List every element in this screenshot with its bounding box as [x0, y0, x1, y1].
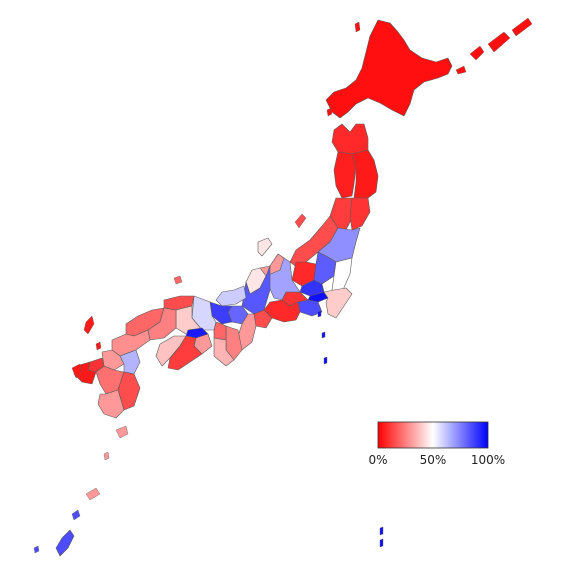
legend-color-bar [377, 421, 489, 449]
region-kochi[interactable] [167, 335, 203, 371]
region-nagasaki-islet [71, 363, 83, 379]
region-tokyo[interactable] [307, 291, 329, 303]
region-hokkaido-islet [354, 21, 361, 33]
region-kagoshima-islet [103, 451, 110, 461]
region-gifu[interactable] [241, 265, 271, 315]
legend-tick-label-mid: 50% [420, 453, 447, 467]
region-iwate[interactable] [351, 149, 379, 199]
region-tochigi[interactable] [313, 251, 337, 285]
region-hokkaido-islet [469, 45, 485, 61]
region-tokyo-islet [321, 331, 326, 339]
region-hokkaido-islet [455, 65, 467, 75]
region-hiroshima[interactable] [147, 307, 177, 341]
region-okinawa-islet [71, 509, 81, 521]
region-tokyo-islet [323, 356, 328, 365]
legend-tick-label-min: 0% [368, 453, 387, 467]
region-miyagi[interactable] [349, 197, 371, 231]
region-nagasaki-islet [95, 341, 102, 351]
region-aomori[interactable] [331, 123, 369, 155]
region-akita[interactable] [333, 151, 357, 199]
region-shimane-islet [173, 275, 183, 285]
region-fukui[interactable] [215, 285, 247, 307]
region-kyoto[interactable] [209, 301, 233, 325]
region-okinawa[interactable] [55, 529, 75, 557]
region-kagoshima[interactable] [97, 389, 125, 419]
region-nagasaki-islet [83, 315, 95, 335]
color-legend: 0% 50% 100% [368, 421, 505, 467]
region-hokkaido-islet [511, 17, 533, 37]
region-okinawa-islet [33, 545, 40, 554]
region-osaka[interactable] [213, 321, 227, 341]
region-hokkaido-islet [326, 107, 333, 117]
region-hokkaido-islet [487, 31, 511, 53]
region-tokyo-islet [317, 310, 322, 318]
region-kagoshima-islet [115, 425, 129, 439]
legend-tick-label-max: 100% [471, 453, 505, 467]
region-tokyo-islet [379, 526, 384, 536]
region-kagoshima-islet [85, 487, 101, 501]
region-hokkaido[interactable] [325, 19, 453, 119]
region-tokyo-islet [379, 538, 384, 548]
region-chiba[interactable] [323, 287, 353, 319]
region-niigata-islet [294, 213, 307, 229]
